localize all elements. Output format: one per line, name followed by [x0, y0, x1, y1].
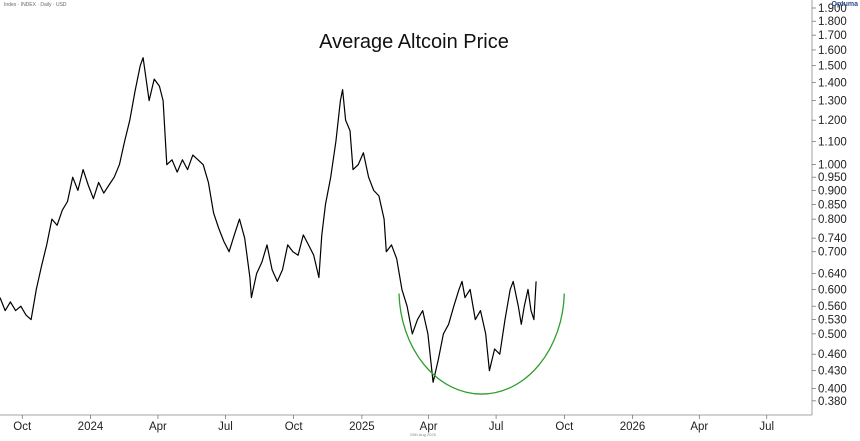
x-tick-label: 2026 — [620, 421, 646, 433]
rounding-bottom-arc — [398, 293, 565, 395]
x-tick-label: Oct — [555, 421, 574, 433]
y-tick-label: 0.500 — [818, 329, 847, 341]
x-tick-label: 2025 — [349, 421, 375, 433]
x-axis-ticks: Oct 2024 Apr Jul Oct 2025 Apr Jul Oct 2026 Apr Jul — [13, 415, 774, 433]
y-tick-label: 0.700 — [818, 247, 847, 259]
x-tick-label: Apr — [420, 421, 438, 433]
x-tick-label: Jul — [218, 421, 233, 433]
x-tick-label: 2024 — [78, 421, 104, 433]
y-tick-label: 0.460 — [818, 349, 847, 361]
y-tick-label: 0.380 — [818, 396, 847, 408]
y-tick-label: 0.850 — [818, 199, 847, 211]
y-tick-label: 0.530 — [818, 315, 847, 327]
y-tick-label: 0.800 — [818, 214, 847, 226]
x-tick-label: Apr — [149, 421, 167, 433]
y-tick-label: 1.100 — [818, 136, 847, 148]
y-tick-label: 0.950 — [818, 172, 847, 184]
y-tick-label: 0.640 — [818, 269, 847, 281]
series-layer — [0, 57, 537, 383]
y-tick-label: 0.600 — [818, 284, 847, 296]
x-tick-label: Oct — [13, 421, 32, 433]
y-tick-label: 1.800 — [818, 16, 847, 28]
chart-title: Average Altcoin Price — [319, 31, 509, 53]
x-tick-label: Apr — [690, 421, 708, 433]
y-tick-label: 1.400 — [818, 78, 847, 90]
date-stamp: 25th Aug 2025 — [410, 432, 436, 437]
x-tick-label: Jul — [489, 421, 504, 433]
x-tick-label: Jul — [759, 421, 774, 433]
y-tick-label: 1.200 — [818, 115, 847, 127]
y-tick-label: 0.900 — [818, 185, 847, 197]
y-tick-label: 1.600 — [818, 45, 847, 57]
price-series-line — [0, 57, 537, 383]
annotation-layer — [398, 293, 565, 395]
y-tick-label: 0.560 — [818, 301, 847, 313]
y-tick-label: 1.500 — [818, 61, 847, 73]
y-tick-label: 1.900 — [818, 3, 847, 15]
y-tick-label: 0.740 — [818, 233, 847, 245]
y-tick-label: 1.000 — [818, 160, 847, 172]
y-tick-label: 0.430 — [818, 366, 847, 378]
y-tick-label: 0.400 — [818, 383, 847, 395]
logo-icon: Optuma — [831, 1, 858, 8]
y-tick-label: 1.700 — [818, 30, 847, 42]
source-label: Index · INDEX · Daily · USD — [4, 2, 67, 8]
y-tick-label: 1.300 — [818, 96, 847, 108]
x-tick-label: Oct — [285, 421, 304, 433]
